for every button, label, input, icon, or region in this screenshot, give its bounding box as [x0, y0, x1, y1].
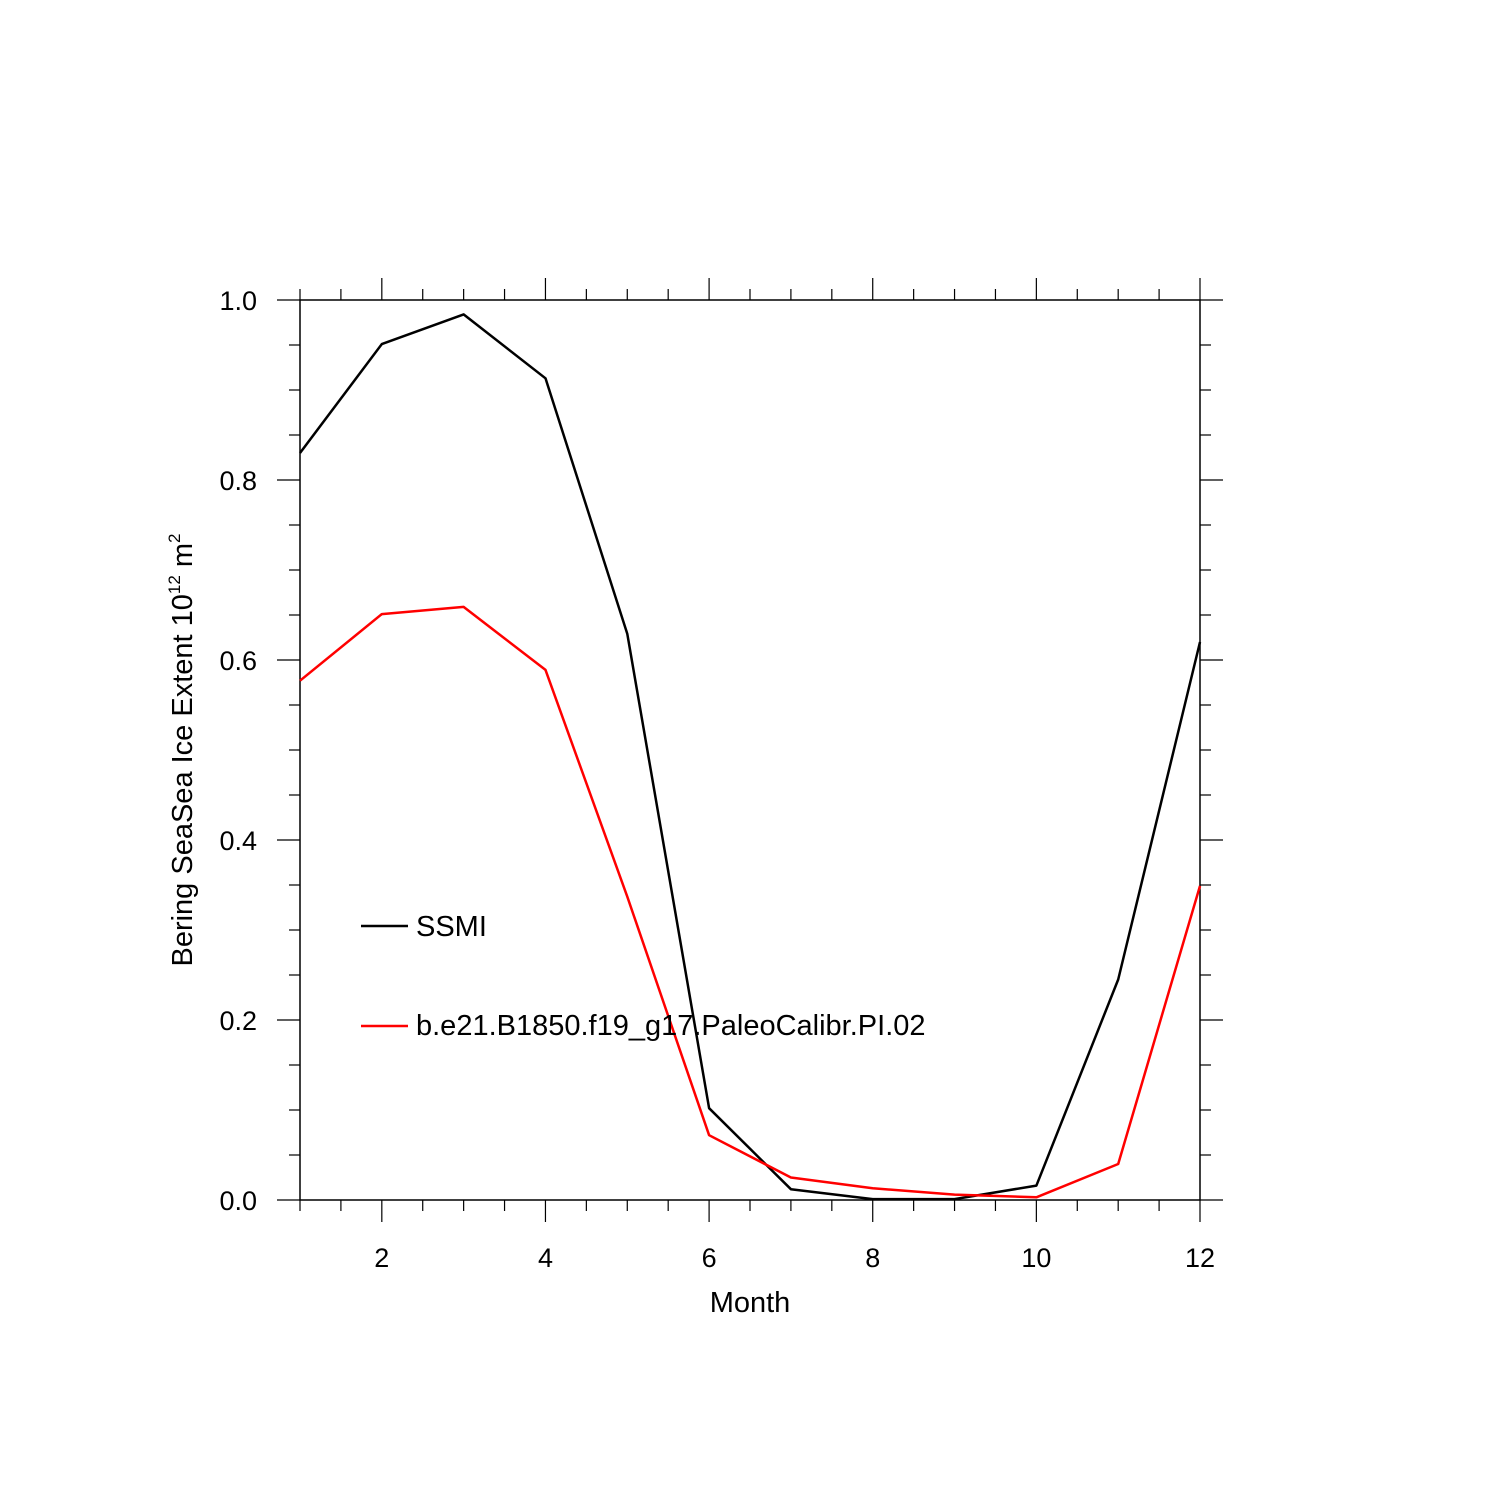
y-tick-label: 0.2 — [219, 1006, 257, 1036]
legend: SSMI b.e21.B1850.f19_g17.PaleoCalibr.PI.… — [361, 911, 926, 1042]
y-axis-label-unit: m — [167, 543, 199, 575]
axis-tick-labels: 2 4 6 8 10 12 0.0 0.2 0.4 0.6 0.8 1.0 — [219, 286, 1215, 1273]
series-line-model — [299, 605, 1202, 1199]
y-tick-label: 0.6 — [219, 646, 257, 676]
y-axis-label-unit-exponent: 2 — [165, 533, 184, 542]
x-axis-label: Month — [710, 1287, 791, 1319]
y-axis-label-exponent: 12 — [165, 575, 184, 594]
y-tick-label: 0.4 — [219, 826, 257, 856]
y-tick-label: 0.8 — [219, 466, 257, 496]
y-axis-label: Bering SeaSea Ice Extent 1012 m2 — [165, 533, 199, 966]
plot-frame — [299, 299, 1201, 1201]
x-tick-label: 12 — [1185, 1243, 1215, 1273]
y-tick-label: 0.0 — [219, 1186, 257, 1216]
y-axis-label-text: Bering SeaSea Ice Extent 10 — [167, 594, 199, 966]
x-tick-label: 8 — [865, 1243, 880, 1273]
axis-ticks — [277, 278, 1223, 1222]
series-line-ssmi — [299, 313, 1202, 1201]
series-lines — [299, 313, 1202, 1201]
x-tick-label: 10 — [1021, 1243, 1051, 1273]
x-tick-label: 4 — [538, 1243, 553, 1273]
legend-label-ssmi: SSMI — [416, 911, 487, 943]
legend-label-model: b.e21.B1850.f19_g17.PaleoCalibr.PI.02 — [416, 1010, 926, 1042]
x-tick-label: 6 — [702, 1243, 717, 1273]
y-tick-label: 1.0 — [219, 286, 257, 316]
x-tick-label: 2 — [374, 1243, 389, 1273]
